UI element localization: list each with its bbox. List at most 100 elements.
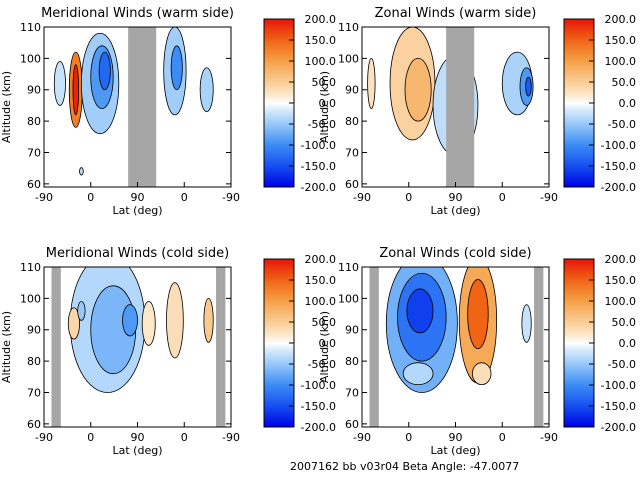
data-gap-band xyxy=(216,267,226,427)
contour-region xyxy=(72,64,79,116)
y-tick-label: 70 xyxy=(345,386,359,399)
y-axis-label: Altitude (km) xyxy=(318,311,331,383)
x-tick-label: 0 xyxy=(499,431,506,444)
colorbar-tick-label: -200.0 xyxy=(601,421,636,434)
y-tick-label: 100 xyxy=(338,52,359,65)
footer-text: 2007162 bb v03r04 Beta Angle: -47.0077 xyxy=(290,460,519,473)
y-tick-label: 110 xyxy=(338,261,359,274)
y-tick-label: 80 xyxy=(345,115,359,128)
y-tick-label: 60 xyxy=(27,178,41,191)
contour-region xyxy=(521,304,532,343)
chart-title: Meridional Winds (cold side) xyxy=(46,246,229,261)
y-tick-label: 90 xyxy=(27,324,41,337)
colorbar-tick-label: 0.0 xyxy=(619,337,637,350)
data-gap-band xyxy=(446,27,475,187)
contour-region xyxy=(166,282,184,359)
chart-title: Meridional Winds (warm side) xyxy=(41,6,234,21)
x-tick-label: 0 xyxy=(181,191,188,204)
panel-4: Zonal Winds (cold side) 60 70 80 90 100 110 -90… xyxy=(318,246,636,457)
contour-layer xyxy=(369,267,544,427)
colorbar-tick-label: -100.0 xyxy=(601,379,636,392)
contour-region xyxy=(525,76,532,97)
colorbar-tick-label: 200.0 xyxy=(305,13,337,26)
data-gap-band xyxy=(369,267,379,427)
colorbar-tick-label: 0.0 xyxy=(319,337,337,350)
y-tick-label: 60 xyxy=(27,418,41,431)
y-tick-label: 70 xyxy=(345,146,359,159)
contour-region xyxy=(98,51,111,91)
y-tick-label: 90 xyxy=(345,84,359,97)
contour-region xyxy=(471,362,492,386)
x-axis-label: Lat (deg) xyxy=(113,204,163,217)
chart-title: Zonal Winds (cold side) xyxy=(379,246,531,261)
chart-title: Zonal Winds (warm side) xyxy=(375,6,537,21)
x-tick-label: 90 xyxy=(131,191,145,204)
y-axis-label: Altitude (km) xyxy=(0,311,13,383)
x-tick-label: 0 xyxy=(87,431,94,444)
contour-region xyxy=(79,167,84,176)
data-gap-band xyxy=(128,27,157,187)
y-tick-label: 100 xyxy=(20,52,41,65)
y-tick-label: 80 xyxy=(345,355,359,368)
colorbar-tick-label: -50.0 xyxy=(308,358,336,371)
y-axis-label: Altitude (km) xyxy=(0,71,13,143)
y-tick-label: 110 xyxy=(20,261,41,274)
x-axis-label: Lat (deg) xyxy=(113,444,163,457)
colorbar-tick-label: 100.0 xyxy=(305,295,337,308)
x-tick-label: 0 xyxy=(405,431,412,444)
contour-layer xyxy=(53,27,214,187)
colorbar-tick-label: 100.0 xyxy=(605,295,637,308)
colorbar-tick-label: -50.0 xyxy=(308,118,336,131)
contour-layer xyxy=(367,27,534,187)
colorbar-tick-label: 200.0 xyxy=(605,253,637,266)
contour-region xyxy=(404,57,432,122)
y-tick-label: 80 xyxy=(27,355,41,368)
contour-region xyxy=(467,279,489,349)
y-tick-label: 90 xyxy=(27,84,41,97)
x-tick-label: 0 xyxy=(87,191,94,204)
contour-region xyxy=(77,301,86,321)
colorbar-tick-label: 100.0 xyxy=(605,55,637,68)
y-tick-label: 110 xyxy=(20,21,41,34)
colorbar-tick-label: -50.0 xyxy=(608,358,636,371)
x-tick-label: 90 xyxy=(449,191,463,204)
x-tick-label: -90 xyxy=(35,431,53,444)
contour-region xyxy=(367,57,376,109)
x-tick-label: -90 xyxy=(540,431,558,444)
colorbar-tick-label: 50.0 xyxy=(312,76,337,89)
contour-region xyxy=(53,61,66,106)
x-tick-label: 0 xyxy=(405,191,412,204)
y-tick-label: 60 xyxy=(345,178,359,191)
contour-layer xyxy=(51,267,226,427)
colorbar-tick-label: 200.0 xyxy=(605,13,637,26)
y-tick-label: 60 xyxy=(345,418,359,431)
colorbar-tick-label: 200.0 xyxy=(305,253,337,266)
x-axis-label: Lat (deg) xyxy=(431,444,481,457)
contour-region xyxy=(122,304,138,337)
y-axis-label: Altitude (km) xyxy=(318,71,331,143)
colorbar-tick-label: -200.0 xyxy=(301,181,336,194)
panel-3: Meridional Winds (cold side) 60 70 80 90 100 1… xyxy=(0,246,336,457)
colorbar-tick-label: 150.0 xyxy=(605,34,637,47)
x-tick-label: -90 xyxy=(35,191,53,204)
y-tick-label: 90 xyxy=(345,324,359,337)
colorbar-tick-label: 50.0 xyxy=(312,316,337,329)
contour-region xyxy=(170,45,183,91)
data-gap-band xyxy=(51,267,61,427)
colorbar-tick-label: 50.0 xyxy=(612,316,637,329)
contour-region xyxy=(141,301,156,346)
y-tick-label: 70 xyxy=(27,386,41,399)
y-tick-label: 70 xyxy=(27,146,41,159)
colorbar-tick-label: -100.0 xyxy=(601,139,636,152)
x-tick-label: -90 xyxy=(353,431,371,444)
x-tick-label: -90 xyxy=(353,191,371,204)
contour-region xyxy=(402,362,434,386)
contour-region xyxy=(203,297,214,343)
data-gap-band xyxy=(534,267,544,427)
contour-region xyxy=(406,288,434,334)
x-tick-label: 0 xyxy=(499,191,506,204)
x-tick-label: -90 xyxy=(540,191,558,204)
contour-region xyxy=(67,307,80,340)
contour-region xyxy=(199,67,214,113)
